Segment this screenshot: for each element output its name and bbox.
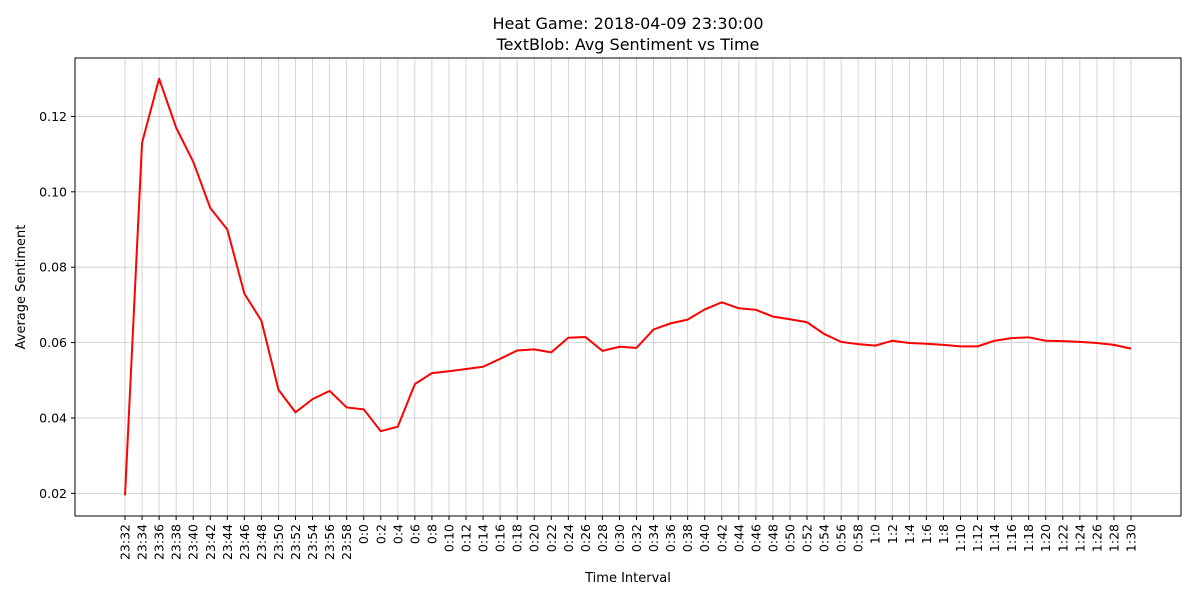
x-tick-label: 0:50 [782,524,797,552]
x-tick-label: 1:22 [1055,524,1070,552]
x-tick-label: 0:52 [800,524,815,552]
x-tick-label: 1:20 [1038,524,1053,552]
x-tick-label: 23:36 [152,524,167,560]
x-tick-label: 0:42 [714,524,729,552]
x-tick-label: 0:2 [373,524,388,544]
x-axis: 23:32 23:34 23:36 23:38 23:40 23:42 23:44 23:46… [118,516,1139,560]
x-tick-label: 1:6 [919,524,934,544]
x-tick-label: 0:20 [527,524,542,552]
x-tick-label: 1:30 [1124,524,1139,552]
x-tick-label: 23:54 [305,524,320,560]
y-tick-label: 0.10 [39,184,67,199]
x-tick-label: 23:40 [186,524,201,560]
y-axis: 0.02 0.04 0.06 0.08 0.10 0.12 [39,109,75,501]
x-tick-label: 0:26 [578,524,593,552]
y-tick-label: 0.06 [39,335,67,350]
x-tick-label: 23:58 [339,524,354,560]
plot-frame [74,57,1182,517]
x-tick-label: 23:38 [169,524,184,560]
x-tick-label: 0:4 [390,524,405,544]
y-tick-label: 0.02 [39,486,67,501]
x-tick-label: 0:24 [561,524,576,552]
x-axis-label: Time Interval [584,571,671,586]
x-tick-label: 0:0 [356,524,371,544]
x-tick-label: 23:46 [237,524,252,560]
x-tick-label: 0:38 [680,524,695,552]
x-tick-label: 23:50 [271,524,286,560]
x-tick-label: 1:4 [902,524,917,544]
x-tick-label: 1:14 [987,524,1002,552]
x-tick-label: 0:56 [834,524,849,552]
chart-title: Heat Game: 2018-04-09 23:30:00 [492,14,763,33]
x-tick-label: 0:6 [407,524,422,544]
x-tick-label: 1:26 [1089,524,1104,552]
x-tick-label: 0:40 [697,524,712,552]
x-tick-label: 0:22 [544,524,559,552]
x-tick-label: 0:10 [441,524,456,552]
x-tick-label: 1:24 [1072,524,1087,552]
x-tick-label: 1:0 [868,524,883,544]
y-tick-label: 0.08 [39,260,67,275]
x-tick-label: 23:32 [118,524,133,560]
x-tick-label: 1:12 [970,524,985,552]
x-tick-label: 0:18 [510,524,525,552]
x-tick-label: 0:16 [493,524,508,552]
x-tick-label: 0:54 [817,524,832,552]
x-tick-label: 1:2 [885,524,900,544]
x-tick-label: 0:34 [646,524,661,552]
x-tick-label: 1:18 [1021,524,1036,552]
x-tick-label: 0:12 [459,524,474,552]
x-tick-label: 0:46 [748,524,763,552]
x-tick-label: 1:28 [1106,524,1121,552]
x-tick-label: 0:36 [663,524,678,552]
grid-lines [75,58,1181,516]
x-tick-label: 1:8 [936,524,951,544]
x-tick-label: 1:10 [953,524,968,552]
y-axis-label: Average Sentiment [14,225,29,350]
x-tick-label: 0:32 [629,524,644,552]
x-tick-label: 23:42 [203,524,218,560]
x-tick-label: 23:34 [135,524,150,560]
chart-subtitle: TextBlob: Avg Sentiment vs Time [496,35,760,54]
x-tick-label: 0:30 [612,524,627,552]
x-tick-label: 0:58 [851,524,866,552]
x-tick-label: 0:8 [424,524,439,544]
x-tick-label: 23:48 [254,524,269,560]
series-group [124,77,1132,496]
x-tick-label: 0:28 [595,524,610,552]
y-tick-label: 0.04 [39,410,67,425]
x-tick-label: 23:56 [322,524,337,560]
x-tick-label: 23:44 [220,524,235,560]
series-line [124,77,1132,496]
y-tick-label: 0.12 [39,109,67,124]
x-tick-label: 0:44 [731,524,746,552]
x-tick-label: 0:48 [765,524,780,552]
x-tick-label: 0:14 [476,524,491,552]
x-tick-label: 23:52 [288,524,303,560]
x-tick-label: 1:16 [1004,524,1019,552]
